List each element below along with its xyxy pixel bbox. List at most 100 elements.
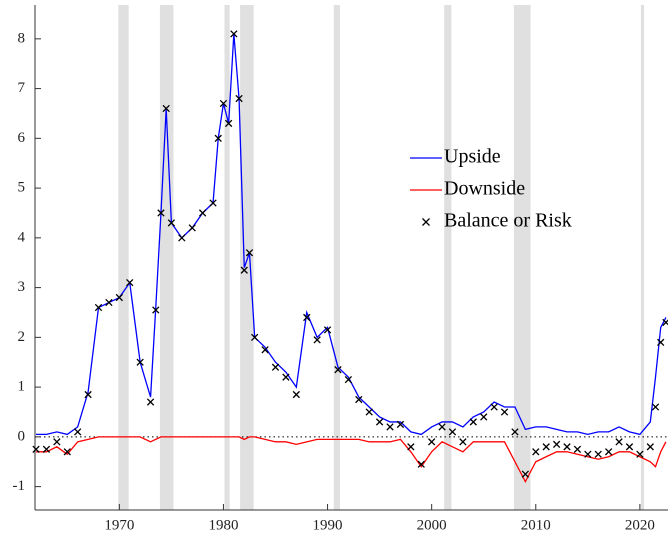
y-tick-label: 5 [18,180,26,196]
balance-marker [438,423,446,431]
balance-marker [162,104,170,113]
recession-band [240,5,254,510]
balance-marker [251,333,259,342]
balance-marker [115,293,123,302]
series-line [36,436,667,484]
recession-band [333,5,341,510]
y-tick-label: 3 [18,279,26,295]
x-tick-label: 1970 [104,517,134,533]
balance-marker [224,119,233,128]
x-tick-label: 1990 [313,517,343,533]
balance-marker [271,363,280,371]
balance-marker [334,366,342,374]
balance-marker [355,395,363,404]
balance-marker [480,413,488,421]
balance-marker [240,266,248,274]
balance-marker [417,460,425,468]
balance-marker [625,443,634,451]
y-tick-label: 0 [18,428,26,444]
balance-marker [646,443,654,451]
balance-marker [146,398,155,406]
balance-marker [344,375,353,384]
balance-marker [651,403,660,411]
balance-marker [615,438,623,446]
balance-marker [563,443,571,451]
balance-marker [636,450,644,458]
legend-label: Balance or Risk [444,210,572,232]
balance-marker [396,420,405,429]
balance-marker [323,326,332,334]
recession-band [513,5,531,510]
y-tick-label: -1 [13,478,26,494]
balance-marker [105,298,113,307]
balance-marker [74,428,82,436]
balance-marker [188,224,196,232]
y-tick-label: 8 [18,30,26,46]
balance-marker [126,278,134,287]
balance-marker [573,445,582,453]
balance-marker [157,209,165,217]
balance-marker [604,448,613,456]
x-tick-label: 1980 [208,517,238,533]
y-tick-label: 7 [18,80,26,96]
balance-marker [365,408,373,416]
recession-band [444,5,452,510]
balance-marker [209,199,217,207]
balance-marker [469,418,477,426]
balance-marker [152,306,160,314]
balance-marker [198,209,207,217]
balance-marker [511,428,519,436]
balance-marker [521,470,530,478]
balance-marker [490,403,498,411]
balance-marker [53,438,61,446]
x-tick-label: 2010 [521,517,551,533]
balance-marker [428,438,436,446]
balance-marker [313,336,321,344]
balance-marker [657,338,665,346]
x-tick-label: 2020 [625,517,655,533]
balance-marker [282,373,290,381]
balance-marker [230,30,238,38]
balance-marker [32,445,40,453]
y-tick-label: 2 [18,329,26,345]
balance-marker [303,313,311,322]
y-tick-label: 1 [18,379,26,395]
balance-marker [448,428,457,436]
balance-marker [542,443,550,451]
recession-band [118,5,129,510]
balance-marker [219,99,228,108]
balance-marker [459,438,467,446]
balance-marker [386,423,394,431]
balance-marker [407,443,415,451]
balance-marker [375,418,384,426]
balance-marker [167,219,176,227]
balance-marker [136,358,144,366]
balance-marker [84,390,92,399]
legend-label: Downside [444,178,525,200]
x-tick-label: 2000 [417,517,447,533]
balance-marker [42,445,51,453]
balance-marker [500,408,509,416]
balance-marker [261,346,269,354]
balance-marker [594,450,602,458]
balance-marker [552,440,561,448]
series-line [36,33,667,436]
balance-marker [584,450,592,458]
balance-marker [245,249,254,257]
balance-marker [178,234,186,242]
y-tick-label: 6 [18,130,26,146]
legend-marker [422,218,430,226]
balance-marker [235,94,243,103]
legend-label: Upside [444,146,501,168]
balance-marker [292,390,300,399]
balance-marker [662,318,668,327]
recession-band [224,5,230,510]
balance-marker [532,448,540,456]
balance-marker [63,448,71,456]
balance-marker [214,134,222,142]
recession-band [640,5,645,510]
recession-band [159,5,174,510]
balance-marker [94,303,103,312]
y-tick-label: 4 [18,229,26,245]
